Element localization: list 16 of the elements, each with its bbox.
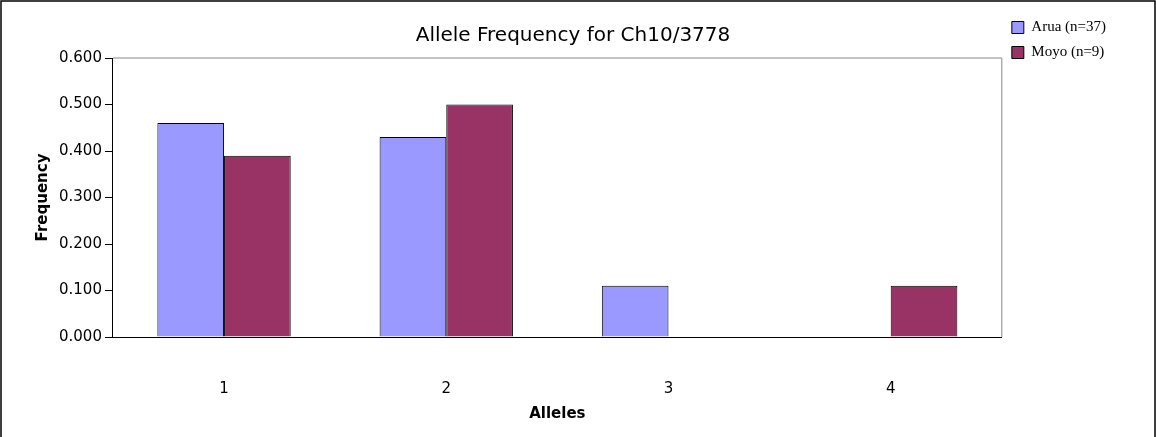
x-axis-title: Alleles [529,403,586,422]
x-tick-label: 2 [441,378,452,397]
y-tick-label: 0.200 [58,233,102,252]
y-tick-label: 0.100 [58,280,102,299]
y-axis-title: Frequency [32,153,51,242]
legend-label: Arua (n=37) [1031,18,1106,36]
chart-title: Allele Frequency for Ch10/3778 [415,22,731,47]
x-tick-label: 3 [663,378,674,397]
y-tick-label: 0.600 [58,47,102,66]
y-tick-label: 0.500 [58,94,102,113]
y-tick-label: 0.400 [58,140,102,159]
legend-label: Moyo (n=9) [1031,43,1105,61]
y-tick-label: 0.300 [58,187,102,206]
y-tick-label: 0.000 [58,326,102,345]
x-tick-label: 4 [885,378,896,397]
x-tick-label: 1 [219,378,229,397]
